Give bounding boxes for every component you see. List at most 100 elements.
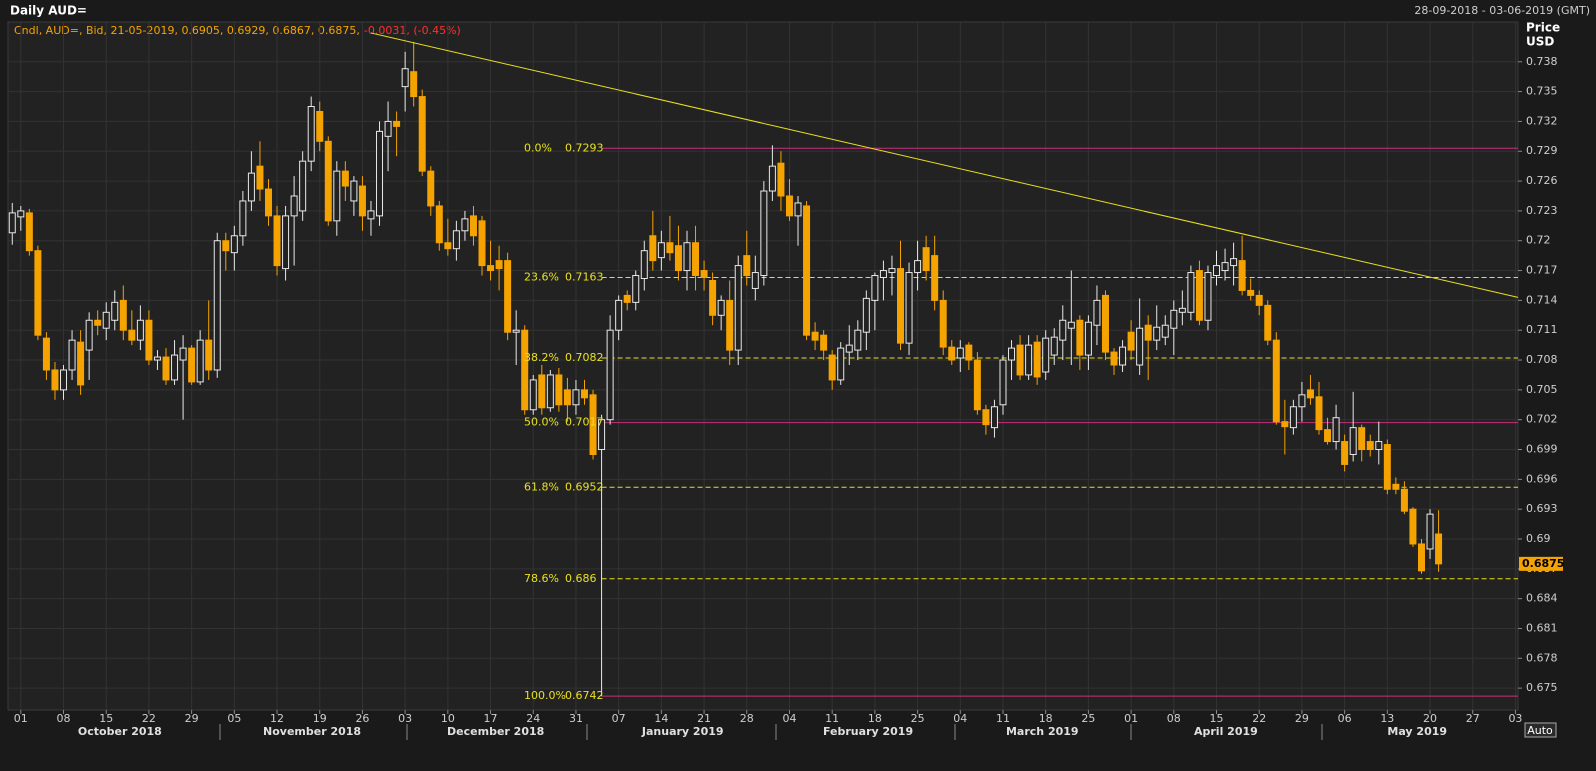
auto-button-label[interactable]: Auto bbox=[1527, 724, 1553, 737]
candle-body bbox=[85, 319, 93, 351]
fib-percent: 61.8% bbox=[524, 480, 559, 493]
candle-body bbox=[1067, 321, 1075, 329]
candle-body bbox=[1016, 344, 1024, 376]
x-tick-label: 03 bbox=[1508, 712, 1522, 725]
candle-body bbox=[102, 311, 110, 329]
candle-body bbox=[367, 210, 375, 220]
auto-button[interactable] bbox=[1524, 722, 1557, 738]
plot-area bbox=[7, 21, 1519, 711]
y-tick-label: 0.705 bbox=[1526, 383, 1558, 396]
candle-body bbox=[965, 344, 973, 361]
candle-body bbox=[1298, 394, 1306, 408]
x-tick-label: 22 bbox=[142, 712, 156, 725]
candle-body bbox=[1101, 294, 1109, 353]
y-tick-label: 0.72 bbox=[1526, 234, 1551, 247]
info-change: -0.0031, (-0.45%) bbox=[364, 24, 461, 37]
fib-price: 0.7293 bbox=[565, 141, 604, 154]
candle-body bbox=[1110, 351, 1118, 366]
y-tick-label: 0.684 bbox=[1526, 592, 1558, 605]
candle-body bbox=[213, 240, 221, 371]
x-tick-label: 05 bbox=[227, 712, 241, 725]
x-tick-label: 22 bbox=[1252, 712, 1266, 725]
candle-body bbox=[376, 130, 384, 217]
x-tick-label: 15 bbox=[99, 712, 113, 725]
last-price-box bbox=[1519, 556, 1563, 571]
trendline bbox=[370, 32, 1519, 298]
candle-body bbox=[717, 299, 725, 316]
candle-body bbox=[478, 220, 486, 267]
candle-body bbox=[1255, 294, 1263, 306]
candle-body bbox=[410, 71, 418, 98]
candle-body bbox=[153, 356, 161, 361]
candle-body bbox=[495, 260, 503, 270]
x-tick-label: 19 bbox=[313, 712, 327, 725]
candle-body bbox=[768, 165, 776, 192]
fib-percent: 38.2% bbox=[524, 351, 559, 364]
candle-body bbox=[469, 215, 477, 237]
candle-body bbox=[1375, 441, 1383, 451]
candle-body bbox=[324, 140, 332, 222]
candle-body bbox=[188, 347, 196, 383]
candle-body bbox=[256, 165, 264, 190]
candle-body bbox=[897, 268, 905, 344]
candle-body bbox=[1127, 331, 1135, 351]
candle-body bbox=[1059, 319, 1067, 341]
fib-percent: 0.0% bbox=[524, 141, 552, 154]
candle-body bbox=[222, 240, 230, 252]
candle-body bbox=[444, 242, 452, 250]
month-label: November 2018 bbox=[263, 725, 361, 738]
chart-title: Daily AUD= bbox=[10, 4, 87, 18]
candle-body bbox=[990, 406, 998, 429]
candle-body bbox=[384, 120, 392, 137]
x-tick-label: 17 bbox=[484, 712, 498, 725]
x-tick-label: 31 bbox=[569, 712, 583, 725]
x-tick-label: 29 bbox=[1295, 712, 1309, 725]
x-tick-label: 11 bbox=[996, 712, 1010, 725]
candle-body bbox=[803, 205, 811, 336]
y-tick-label: 0.69 bbox=[1526, 532, 1551, 545]
date-range: 28-09-2018 - 03-06-2019 (GMT) bbox=[1414, 4, 1590, 17]
candle-body bbox=[862, 297, 870, 333]
y-tick-label: 0.699 bbox=[1526, 443, 1558, 456]
candle-body bbox=[42, 337, 50, 371]
candle-body bbox=[427, 170, 435, 207]
candle-body bbox=[589, 394, 597, 455]
candle-body bbox=[290, 195, 298, 217]
x-tick-label: 18 bbox=[868, 712, 882, 725]
candle-body bbox=[871, 275, 879, 301]
candle-body bbox=[683, 242, 691, 272]
candle-body bbox=[1272, 339, 1280, 423]
candle-body bbox=[1025, 344, 1033, 376]
candle-body bbox=[1289, 406, 1297, 429]
fib-price: 0.7082 bbox=[565, 351, 604, 364]
candle-body bbox=[1213, 265, 1221, 277]
candle-body bbox=[8, 212, 16, 234]
candle-body bbox=[504, 260, 512, 333]
candle-body bbox=[657, 242, 665, 259]
fib-price: 0.6952 bbox=[565, 480, 604, 493]
x-tick-label: 06 bbox=[1338, 712, 1352, 725]
candle-body bbox=[1153, 326, 1161, 341]
candle-body bbox=[1332, 417, 1340, 443]
candle-body bbox=[905, 272, 913, 344]
candle-body bbox=[60, 369, 68, 391]
candle-body bbox=[25, 212, 33, 252]
fib-price: 0.6742 bbox=[565, 689, 604, 702]
candle-body bbox=[239, 200, 247, 237]
candle-body bbox=[632, 275, 640, 303]
candle-body bbox=[546, 374, 554, 409]
candle-body bbox=[1383, 444, 1391, 490]
candle-body bbox=[606, 329, 614, 421]
candle-body bbox=[1400, 488, 1408, 512]
fib-percent: 78.6% bbox=[524, 572, 559, 585]
x-tick-label: 07 bbox=[612, 712, 626, 725]
candle-body bbox=[1042, 337, 1050, 373]
candle-body bbox=[273, 215, 281, 267]
y-tick-label: 0.732 bbox=[1526, 114, 1558, 127]
candle-body bbox=[1008, 347, 1016, 361]
fib-price: 0.7163 bbox=[565, 271, 604, 284]
candle-body bbox=[1187, 272, 1195, 313]
candle-body bbox=[615, 299, 623, 331]
candle-body bbox=[1349, 427, 1357, 455]
y-tick-label: 0.678 bbox=[1526, 651, 1558, 664]
